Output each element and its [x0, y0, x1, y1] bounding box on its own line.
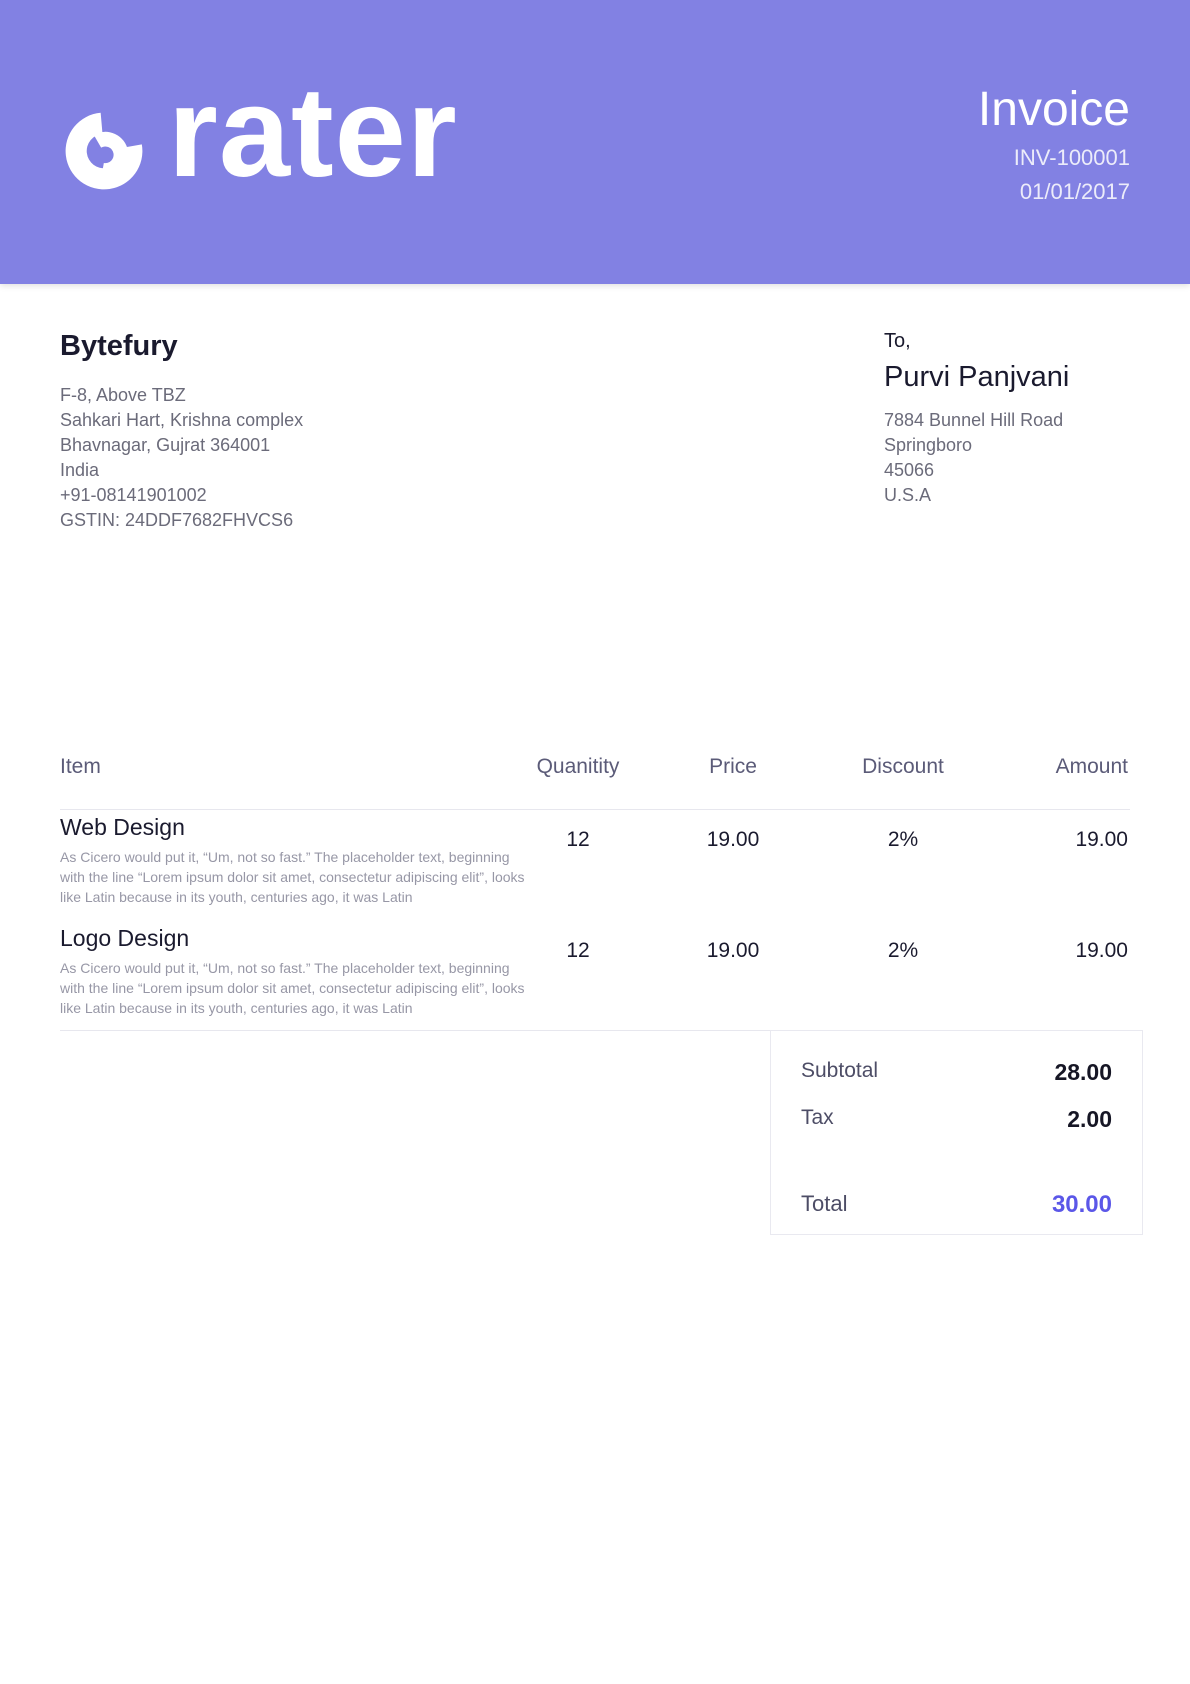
svg-text:rater: rater [168, 82, 458, 200]
